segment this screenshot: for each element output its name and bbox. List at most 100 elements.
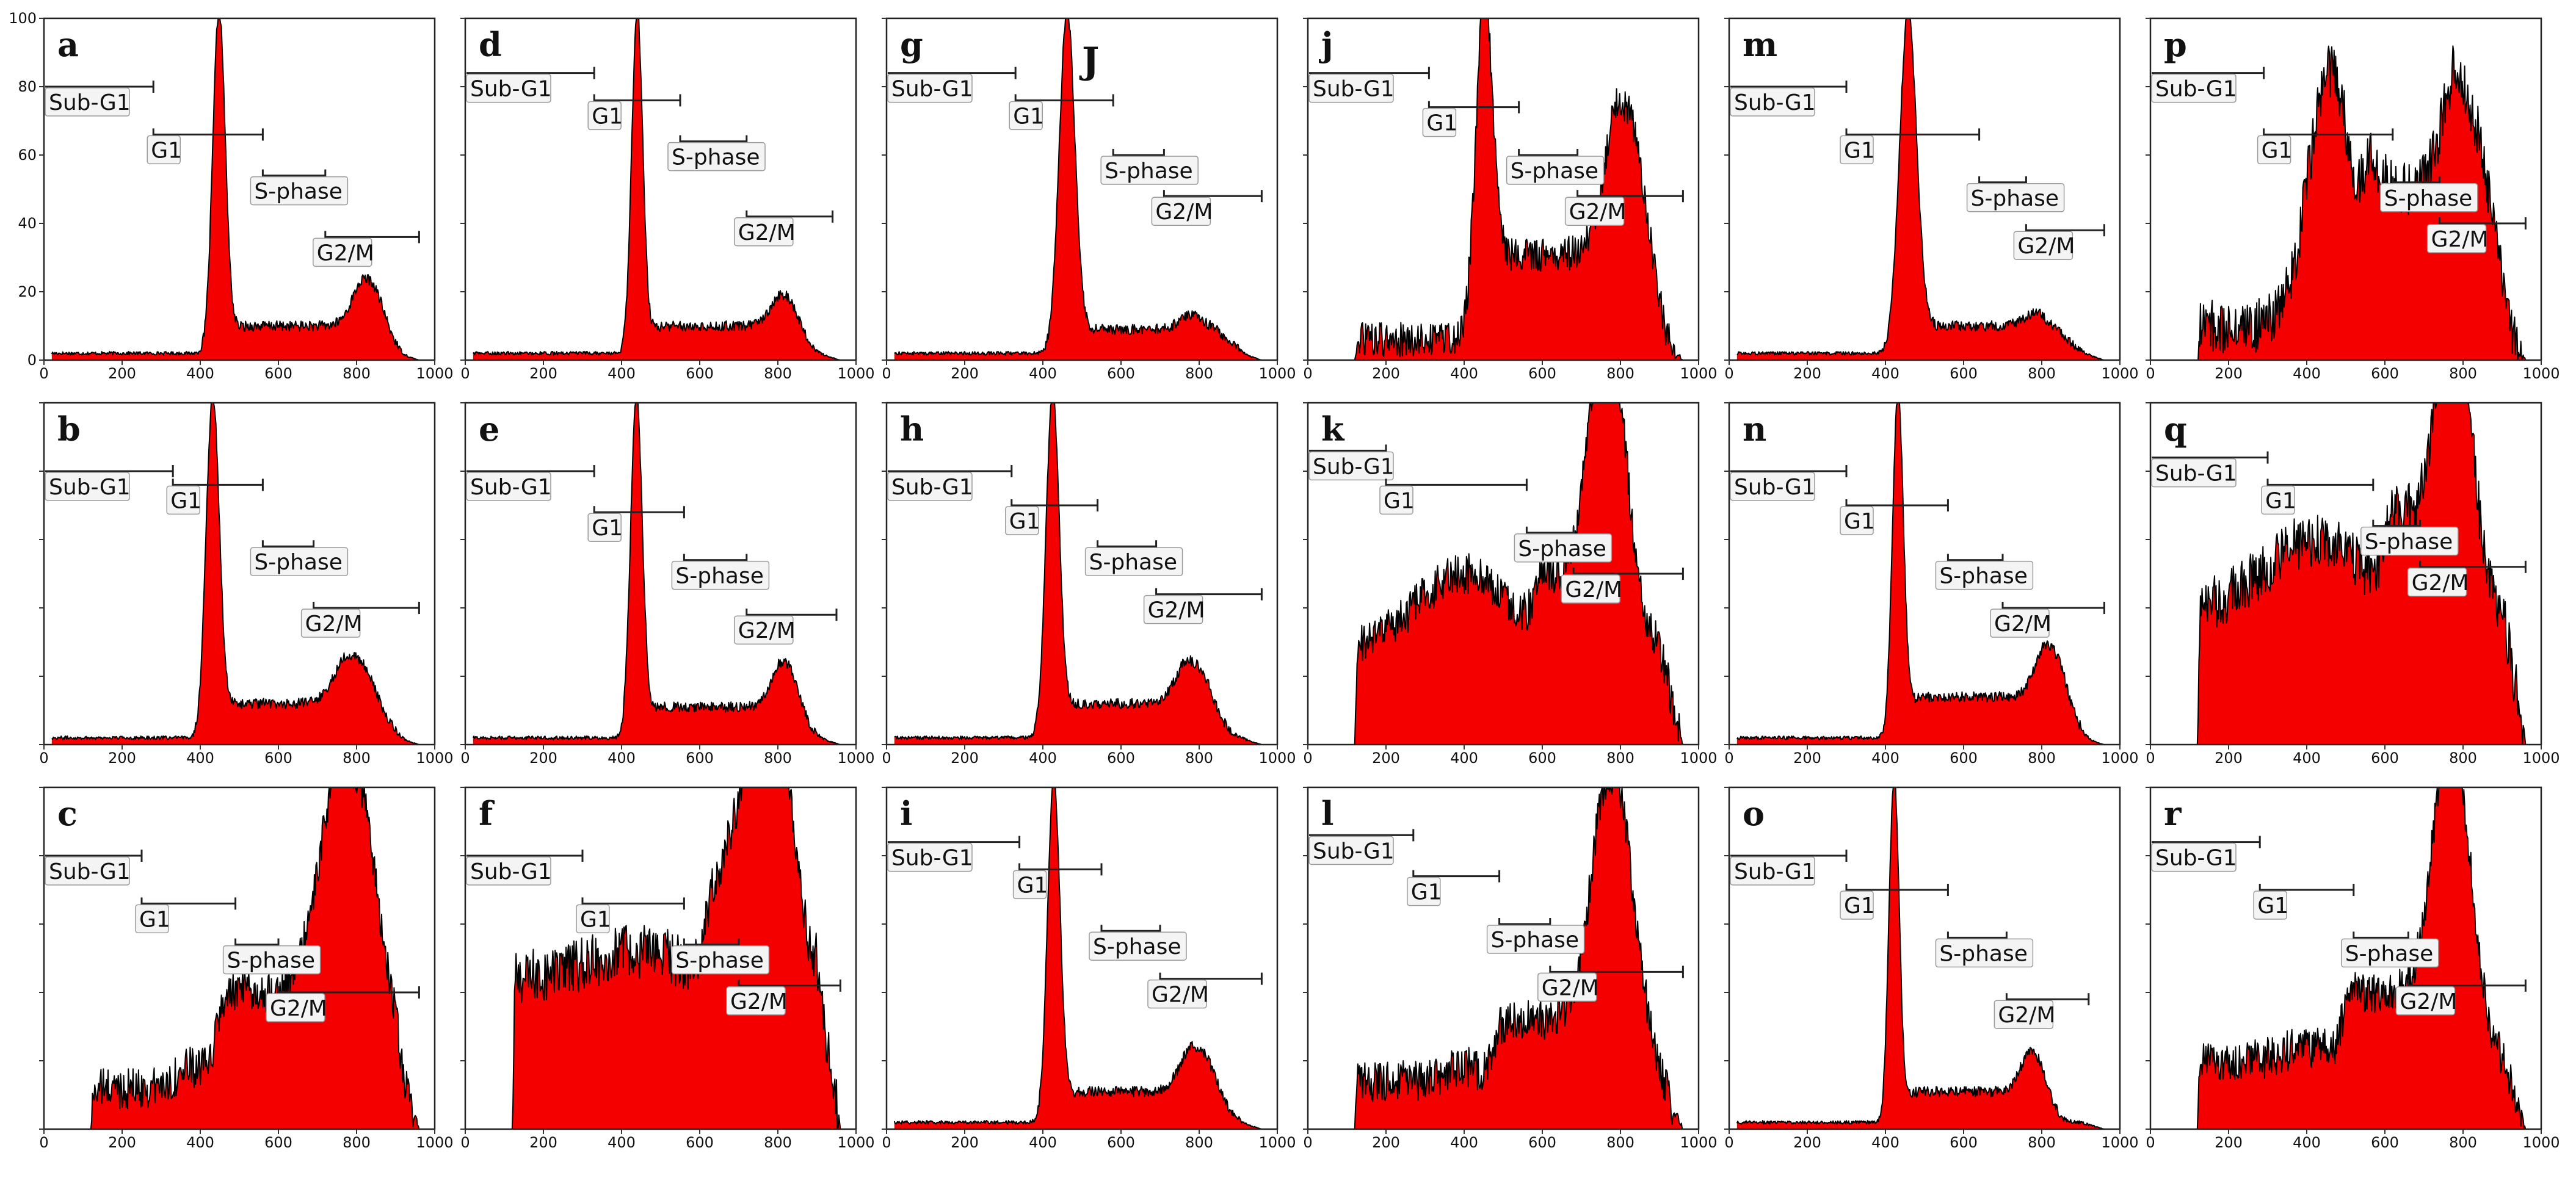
x-tick-label: 600 xyxy=(1107,749,1135,767)
panel-letter: k xyxy=(1321,410,1345,449)
gate-g1-box xyxy=(135,904,169,934)
gate-subg1-label: Sub-G1 xyxy=(2155,846,2237,871)
plot-frame xyxy=(43,402,436,746)
x-tick-label: 1000 xyxy=(2522,365,2560,382)
histogram-panel-o: 0 200 400 600 800 1000 Sub-G1 G1 S-phase G2/M o xyxy=(1724,786,2139,1151)
gate-g2m-box xyxy=(1564,197,1625,226)
histogram-panel-m: 0 200 400 600 800 1000 Sub-G1 G1 S-phase G2/M m xyxy=(1724,17,2139,382)
x-tick-label: 0 xyxy=(460,1134,470,1151)
gate-g1-box xyxy=(1840,890,1874,920)
gate-subg1-label: Sub-G1 xyxy=(1313,839,1395,864)
gate-s-box xyxy=(1966,183,2065,212)
plot-frame xyxy=(464,17,857,361)
panel-letter: o xyxy=(1743,794,1765,833)
gate-subg1-box xyxy=(466,73,551,103)
gate-subg1-label: Sub-G1 xyxy=(470,475,552,500)
gate-g2m-label: G2/M xyxy=(1565,577,1622,602)
x-tick-label: 0 xyxy=(2146,365,2155,382)
panel-letter: l xyxy=(1321,794,1334,833)
panel-letter: p xyxy=(2164,25,2187,64)
x-tick-label: 600 xyxy=(686,749,714,767)
x-tick-label: 800 xyxy=(764,749,792,767)
x-tick-label: 400 xyxy=(608,1134,636,1151)
gate-s-label: S-phase xyxy=(2365,530,2453,555)
x-tick-label: 600 xyxy=(1950,365,1978,382)
x-tick-label: 1000 xyxy=(2101,365,2138,382)
gate-g2m-label: G2/M xyxy=(305,612,363,637)
gate-subg1-box xyxy=(45,87,130,117)
x-tick-label: 200 xyxy=(529,749,557,767)
gate-subg1-label: Sub-G1 xyxy=(891,475,973,500)
x-tick-label: 200 xyxy=(951,1134,979,1151)
gate-g2m-box xyxy=(734,217,794,247)
x-tick-label: 600 xyxy=(1950,749,1978,767)
gate-s-label: S-phase xyxy=(1971,186,2059,211)
histogram-panel-f: 0 200 400 600 800 1000 Sub-G1 G1 S-phase G2/M f xyxy=(460,786,875,1151)
histogram-area xyxy=(1736,18,2105,360)
gate-g1-label: G1 xyxy=(1384,488,1415,513)
plot-frame xyxy=(464,402,857,746)
panel-letter: n xyxy=(1743,410,1766,449)
plot-frame xyxy=(464,786,857,1130)
x-tick-label: 800 xyxy=(1606,749,1634,767)
x-tick-label: 1000 xyxy=(2101,749,2138,767)
histogram-panel-e: 0 200 400 600 800 1000 Sub-G1 G1 S-phase G2/M e xyxy=(460,402,875,767)
x-tick-label: 800 xyxy=(764,1134,792,1151)
gate-g1-box xyxy=(2253,890,2287,920)
gate-s-box xyxy=(250,176,349,206)
gate-g1-box xyxy=(166,485,200,515)
gate-g1-box xyxy=(147,135,181,165)
histogram-panel-k: 0 200 400 600 800 1000 Sub-G1 G1 S-phase G2/M k xyxy=(1303,402,1718,767)
gate-g1-label: G1 xyxy=(151,138,182,163)
gate-s-box xyxy=(671,945,770,975)
histogram-outline xyxy=(2196,787,2527,1130)
panel-letter: a xyxy=(57,25,79,64)
gate-g2m-label: G2/M xyxy=(1542,975,1599,1000)
gate-s-label: S-phase xyxy=(1939,564,2027,589)
gate-g1-box xyxy=(587,513,622,542)
x-tick-label: 200 xyxy=(951,365,979,382)
x-tick-label: 600 xyxy=(686,1134,714,1151)
gate-g2m-box xyxy=(2013,231,2073,260)
gate-g2m-label: G2/M xyxy=(317,240,374,265)
gate-subg1-label: Sub-G1 xyxy=(1734,475,1816,500)
gate-g1-label: G1 xyxy=(1844,138,1875,163)
histogram-panel-d: 0 200 400 600 800 1000 Sub-G1 G1 S-phase G2/M d xyxy=(460,17,875,382)
gate-subg1-label: Sub-G1 xyxy=(891,77,973,102)
gate-subg1-box xyxy=(45,856,130,886)
gate-s-box xyxy=(2380,183,2478,212)
x-tick-label: 200 xyxy=(108,749,136,767)
x-tick-label: 200 xyxy=(2215,365,2243,382)
x-tick-label: 1000 xyxy=(416,749,453,767)
x-tick-label: 600 xyxy=(1107,365,1135,382)
x-tick-label: 0 xyxy=(882,749,891,767)
gate-g1-label: G1 xyxy=(2265,488,2296,513)
histogram-area xyxy=(2197,403,2526,745)
x-tick-label: 600 xyxy=(1107,1134,1135,1151)
x-tick-label: 600 xyxy=(1950,1134,1978,1151)
gate-subg1-label: Sub-G1 xyxy=(49,859,131,884)
histogram-area xyxy=(473,403,841,745)
x-tick-label: 400 xyxy=(1450,365,1478,382)
x-tick-label: 0 xyxy=(1724,1134,1733,1151)
gate-s-label: S-phase xyxy=(227,948,315,973)
panel-letter: h xyxy=(900,410,924,449)
x-tick-label: 1000 xyxy=(1258,749,1296,767)
x-tick-label: 0 xyxy=(39,1134,48,1151)
x-tick-label: 0 xyxy=(1303,365,1312,382)
x-tick-label: 800 xyxy=(2028,1134,2056,1151)
x-tick-label: 1000 xyxy=(1258,1134,1296,1151)
gate-g2m-label: G2/M xyxy=(2412,571,2469,596)
plot-frame xyxy=(1728,17,2121,361)
gate-subg1-box xyxy=(887,472,973,501)
histogram-area xyxy=(894,787,1262,1129)
gate-g2m-label: G2/M xyxy=(2400,989,2457,1014)
x-tick-label: 1000 xyxy=(1680,1134,1717,1151)
gate-g2m-box xyxy=(1143,594,1203,624)
histogram-panel-j: 0 200 400 600 800 1000 Sub-G1 G1 S-phase G2/M j xyxy=(1303,17,1718,382)
histogram-area xyxy=(90,787,419,1129)
gate-s-label: S-phase xyxy=(254,179,342,204)
histogram-outline xyxy=(1354,402,1684,745)
gate-g1-label: G1 xyxy=(1009,509,1040,534)
x-tick-label: 200 xyxy=(1793,365,1821,382)
